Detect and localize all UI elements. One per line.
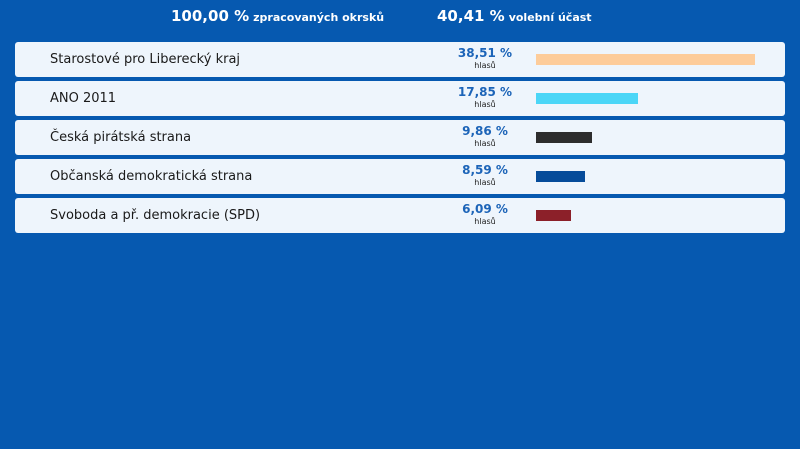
turnout-stat: 40,41 % volební účast: [437, 6, 592, 25]
percent-value: 8,59 %: [462, 163, 508, 177]
party-name: ANO 2011: [50, 91, 117, 106]
percent-value: 38,51 %: [457, 46, 513, 60]
party-name: Občanská demokratická strana: [50, 169, 253, 184]
result-bar: [536, 132, 593, 143]
votes-label: hlasů: [474, 178, 496, 187]
votes-label: hlasů: [474, 217, 496, 226]
party-name: Česká pirátská strana: [50, 130, 192, 145]
votes-label: hlasů: [474, 61, 496, 70]
result-bar: [536, 171, 585, 182]
votes-label: hlasů: [474, 139, 496, 148]
result-row: Starostové pro Liberecký kraj 38,51 % hla…: [15, 42, 785, 77]
party-name: Starostové pro Liberecký kraj: [50, 52, 241, 67]
turnout-label: volební účast: [508, 11, 592, 24]
result-row: Česká pirátská strana 9,86 % hlasů: [15, 120, 785, 155]
percent-block: 8,59 % hlasů: [445, 163, 525, 188]
party-name: Svoboda a př. demokracie (SPD): [50, 208, 261, 223]
percent-value: 17,85 %: [457, 85, 513, 99]
percent-block: 6,09 % hlasů: [445, 202, 525, 227]
result-bar: [536, 93, 638, 104]
percent-block: 17,85 % hlasů: [445, 85, 525, 110]
result-row: Občanská demokratická strana 8,59 % hlasů: [15, 159, 785, 194]
processed-label: zpracovaných okrsků: [253, 11, 385, 24]
result-bar: [536, 54, 756, 65]
processed-districts-stat: 100,00 % zpracovaných okrsků: [171, 6, 384, 25]
turnout-value: 40,41 %: [437, 7, 505, 25]
result-row: Svoboda a př. demokracie (SPD) 6,09 % hla…: [15, 198, 785, 233]
processed-value: 100,00 %: [171, 7, 250, 25]
votes-label: hlasů: [474, 100, 496, 109]
percent-value: 9,86 %: [462, 124, 508, 138]
percent-block: 9,86 % hlasů: [445, 124, 525, 149]
results-list: Starostové pro Liberecký kraj 38,51 % hla…: [15, 42, 785, 237]
percent-block: 38,51 % hlasů: [445, 46, 525, 71]
percent-value: 6,09 %: [462, 202, 508, 216]
result-row: ANO 2011 17,85 % hlasů: [15, 81, 785, 116]
summary-bar: 100,00 % zpracovaných okrsků 40,41 % voleb…: [0, 6, 800, 28]
result-bar: [536, 210, 571, 221]
